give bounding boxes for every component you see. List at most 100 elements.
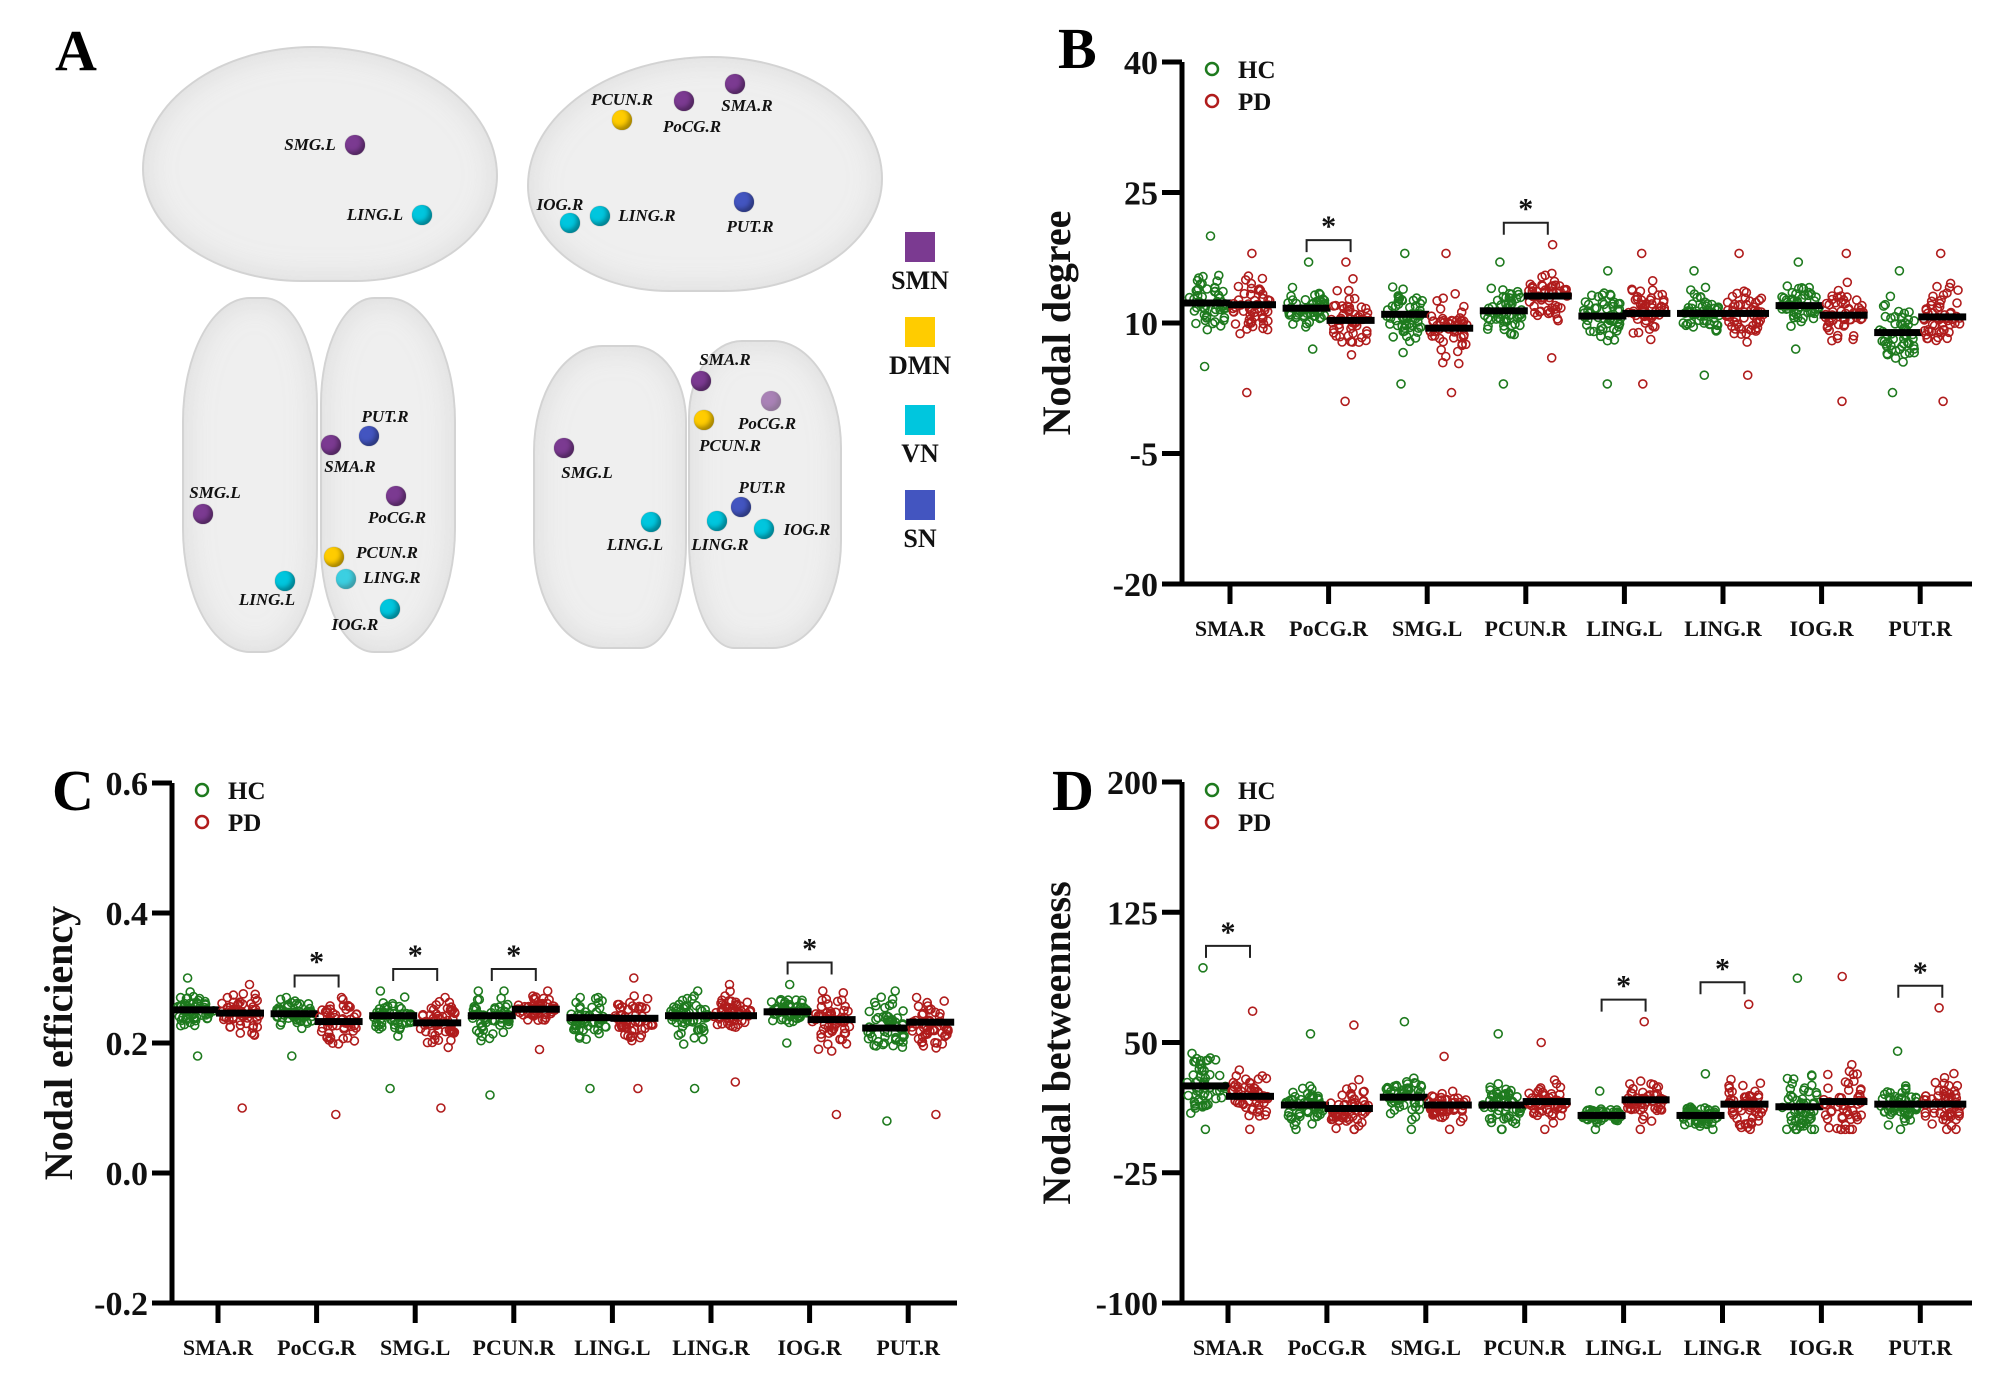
panel-c-point-hc	[898, 1006, 908, 1016]
panel-b-point-hc	[1898, 357, 1908, 367]
panel-c-point-pd	[939, 996, 950, 1006]
panel-d-point-hc	[1787, 1078, 1797, 1089]
panel-c-point-pd	[627, 1031, 638, 1041]
panel-b-point-pd	[1441, 248, 1451, 259]
panel-b-point-pd	[1361, 335, 1371, 346]
panel-d-point-pd	[1755, 1078, 1766, 1088]
panel-b-point-pd	[1945, 278, 1956, 289]
panel-c-point-pd	[839, 1005, 849, 1016]
panel-c-point-pd	[831, 1109, 842, 1120]
panel-b-point-hc	[1811, 292, 1821, 303]
panel-b-point-hc	[1786, 321, 1796, 332]
panel-b-median-bar-hc	[1184, 299, 1232, 307]
panel-c-point-hc	[175, 992, 186, 1003]
panel-d-point-hc	[1200, 1124, 1211, 1135]
brain-node-label: LING.R	[691, 535, 749, 554]
brain-posterior-view-right-hemisphere	[688, 340, 842, 649]
panel-b-point-hc	[1303, 257, 1314, 267]
panel-d-point-hc	[1407, 1114, 1417, 1125]
panel-d-point-hc	[1410, 1102, 1421, 1112]
panel-c-point-hc	[887, 999, 898, 1009]
panel-b-point-pd	[1546, 352, 1557, 363]
panel-b-point-hc	[1505, 328, 1516, 339]
panel-c-point-pd	[244, 979, 255, 990]
brain-node-pcun-r	[612, 110, 632, 130]
panel-b-point-pd	[1331, 331, 1341, 341]
panel-c-point-hc	[293, 1001, 303, 1011]
panel-d-point-hc	[1389, 1081, 1400, 1092]
panel-c-point-hc	[871, 1014, 881, 1025]
panel-c-x-tick-label: SMA.R	[183, 1335, 254, 1360]
panel-c-median-bar-hc	[369, 1012, 418, 1020]
panel-b-y-tick-label: -20	[1113, 567, 1158, 604]
panel-b-point-pd	[1724, 317, 1734, 327]
panel-c-point-pd	[913, 1001, 924, 1012]
panel-d-significance-bracket	[1205, 944, 1251, 958]
panel-d-point-pd	[1843, 1085, 1854, 1095]
panel-b-point-pd	[1733, 300, 1743, 311]
panel-b-point-pd	[1848, 330, 1859, 341]
panel-c-point-hc	[382, 1001, 393, 1012]
panel-d-point-pd	[1247, 1006, 1258, 1017]
panel-b-median-bar-hc	[1677, 309, 1725, 317]
panel-b-point-pd	[1638, 379, 1648, 389]
panel-d-point-pd	[1945, 1107, 1955, 1118]
panel-b-point-pd	[1337, 337, 1347, 347]
panel-b-legend-label-hc: HC	[1238, 57, 1276, 84]
panel-c-point-hc	[275, 994, 286, 1005]
panel-c-significance-bracket	[490, 968, 537, 981]
panel-c-point-hc	[678, 1039, 689, 1049]
panel-c-point-pd	[222, 992, 233, 1003]
panel-d-point-hc	[1905, 1115, 1916, 1125]
panel-c-significance-bracket	[293, 974, 340, 988]
panel-d-point-pd	[1652, 1105, 1662, 1116]
panel-c-point-hc	[193, 995, 204, 1006]
panel-letter-d: D	[1052, 758, 1094, 823]
panel-b-point-pd	[1233, 281, 1244, 292]
panel-d-point-pd	[1921, 1091, 1931, 1101]
panel-b-median-bar-hc	[1874, 329, 1923, 337]
panel-d-y-tick-label: 200	[1107, 765, 1158, 802]
panel-c-point-pd	[330, 1109, 341, 1120]
panel-b-point-pd	[1938, 396, 1948, 407]
panel-b-point-hc	[1412, 327, 1423, 338]
panel-b-median-bar-pd	[1523, 292, 1572, 300]
panel-d-point-hc	[1512, 1092, 1522, 1102]
panel-c-point-pd	[433, 1025, 444, 1036]
panel-d-point-pd	[1556, 1110, 1566, 1121]
panel-d-point-pd	[1254, 1111, 1265, 1121]
panel-c-significance-bracket	[786, 961, 833, 975]
panel-c-median-bar-hc	[566, 1014, 615, 1022]
panel-d-point-hc	[1812, 1090, 1822, 1100]
panel-b-point-hc	[1689, 265, 1699, 276]
panel-b-point-pd	[1340, 396, 1350, 407]
panel-d-point-pd	[1630, 1104, 1640, 1114]
panel-b-point-hc	[1482, 324, 1493, 335]
panel-d-point-hc	[1787, 1092, 1798, 1102]
panel-c-x-tick-label: LING.L	[574, 1335, 650, 1360]
panel-d-point-pd	[1822, 1114, 1833, 1124]
brain-node-label: LING.L	[346, 205, 404, 224]
panel-d-median-bar-hc	[1577, 1111, 1626, 1119]
panel-b-point-pd	[1535, 306, 1546, 317]
panel-b-point-hc	[1798, 284, 1809, 294]
panel-d-point-hc	[1506, 1085, 1516, 1096]
brain-node-sma-r	[691, 371, 711, 391]
panel-d-point-hc	[1885, 1088, 1895, 1098]
panel-b-point-hc	[1509, 329, 1519, 340]
panel-d-median-bar-hc	[1379, 1093, 1428, 1101]
panel-c-point-pd	[628, 973, 639, 983]
panel-d-x-tick-label: IOG.R	[1789, 1335, 1854, 1360]
panel-d-point-hc	[1690, 1119, 1701, 1129]
panel-d-point-pd	[1824, 1122, 1834, 1133]
panel-d-point-pd	[1939, 1078, 1949, 1089]
panel-d-point-pd	[1920, 1111, 1931, 1121]
panel-d-point-pd	[1635, 1076, 1646, 1086]
panel-c-point-hc	[676, 1028, 686, 1039]
panel-c-point-pd	[821, 994, 832, 1004]
panel-b-point-hc	[1711, 326, 1721, 336]
legend-swatch-dmn	[905, 317, 935, 347]
panel-b-significance-bracket	[1305, 239, 1352, 253]
brain-node-label: SMA.R	[324, 457, 376, 476]
panel-b-point-pd	[1742, 370, 1753, 381]
